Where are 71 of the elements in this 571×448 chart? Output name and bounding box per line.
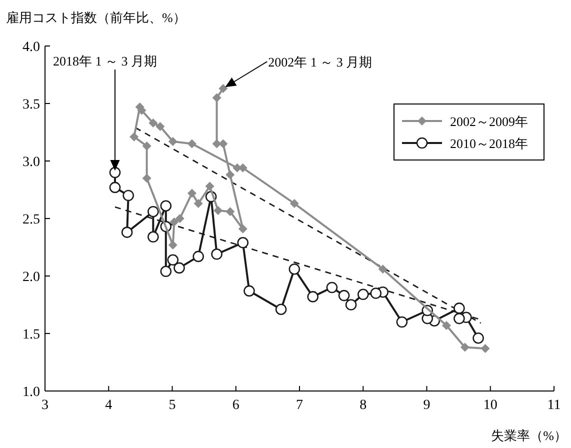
point bbox=[357, 288, 369, 300]
point bbox=[122, 190, 134, 202]
point bbox=[194, 199, 203, 208]
point bbox=[168, 136, 178, 146]
y-tick-label: 1.5 bbox=[22, 328, 40, 342]
x-axis-title: 失業率（%） bbox=[491, 428, 567, 443]
point bbox=[212, 93, 222, 102]
y-tick-label: 2.5 bbox=[22, 212, 40, 228]
x-tick-label: 6 bbox=[232, 398, 240, 413]
x-tick-label: 4 bbox=[105, 398, 112, 413]
y-tick-label: 2.0 bbox=[22, 270, 40, 285]
legend-label: 2002～2009年 bbox=[450, 114, 528, 129]
point bbox=[130, 132, 139, 142]
x-tick-label: 7 bbox=[296, 398, 303, 413]
point bbox=[109, 166, 121, 178]
point bbox=[345, 299, 357, 310]
point bbox=[218, 84, 228, 94]
point bbox=[160, 200, 172, 212]
point bbox=[288, 263, 300, 275]
point bbox=[160, 266, 172, 278]
point bbox=[454, 302, 465, 314]
point bbox=[187, 139, 196, 148]
point bbox=[167, 254, 179, 266]
point bbox=[442, 320, 451, 330]
point bbox=[174, 262, 185, 274]
point bbox=[205, 182, 214, 191]
point bbox=[480, 344, 490, 353]
point bbox=[148, 231, 159, 243]
x-tick-label: 8 bbox=[360, 398, 367, 413]
y-tick-label: 3.5 bbox=[22, 98, 40, 112]
point bbox=[148, 118, 158, 128]
point bbox=[238, 224, 248, 234]
point bbox=[148, 206, 159, 218]
y-tick-label: 1.0 bbox=[22, 385, 40, 400]
point bbox=[175, 214, 184, 223]
x-tick-label: 11 bbox=[547, 398, 561, 413]
legend-label: 2010～2018年 bbox=[450, 136, 528, 151]
point bbox=[142, 142, 152, 151]
x-tick-label: 3 bbox=[42, 398, 48, 413]
point bbox=[275, 304, 287, 315]
point bbox=[211, 248, 222, 260]
annotation: 2002年 1 ～ 3 月期 bbox=[268, 54, 372, 70]
y-axis-title: 雇用コスト指数（前年比、%） bbox=[6, 10, 186, 25]
point bbox=[396, 316, 408, 328]
point bbox=[472, 332, 484, 344]
point bbox=[192, 250, 204, 262]
point bbox=[142, 174, 152, 183]
point bbox=[460, 342, 470, 352]
point bbox=[338, 290, 350, 302]
point bbox=[326, 282, 338, 294]
point bbox=[226, 170, 235, 180]
point bbox=[121, 226, 133, 238]
point bbox=[170, 217, 179, 226]
y-tick-label: 4.0 bbox=[22, 40, 40, 55]
x-tick-label: 9 bbox=[423, 398, 430, 413]
point bbox=[226, 207, 235, 216]
point bbox=[370, 288, 382, 299]
point bbox=[378, 264, 388, 274]
point bbox=[307, 291, 319, 302]
annotation: 2018年 1 ～ 3 月期 bbox=[52, 54, 157, 68]
y-tick-label: 3.0 bbox=[22, 155, 40, 170]
point bbox=[214, 206, 223, 215]
x-tick-label: 5 bbox=[168, 398, 176, 413]
point bbox=[244, 285, 255, 297]
point bbox=[454, 312, 465, 324]
x-tick-label: 10 bbox=[483, 398, 498, 413]
point bbox=[290, 199, 299, 208]
point bbox=[156, 122, 165, 131]
point bbox=[187, 188, 196, 198]
point bbox=[237, 237, 249, 248]
point bbox=[109, 182, 121, 194]
